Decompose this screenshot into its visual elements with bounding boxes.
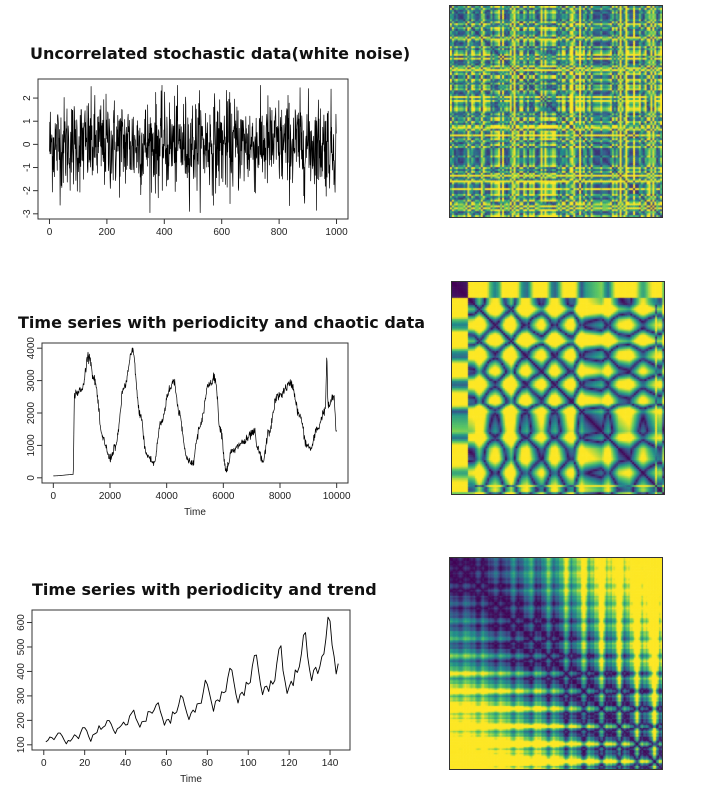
y-tick-label: 100: [16, 736, 27, 753]
x-tick-label: 1000: [325, 227, 348, 238]
plot-frame: [31, 609, 351, 751]
x-tick-label: 0: [47, 227, 53, 238]
y-tick-label: -2: [22, 186, 33, 195]
y-tick-label: 2000: [26, 401, 37, 424]
y-tick-label: -1: [22, 163, 33, 172]
recurrence-plot-white-noise: [449, 5, 663, 218]
plot-frame: [41, 342, 349, 484]
x-tick-label: 8000: [269, 491, 292, 502]
y-tick-label: 4000: [26, 337, 37, 360]
y-tick-label: 600: [16, 614, 27, 631]
x-tick-label: 10000: [323, 491, 351, 502]
x-tick-label: 120: [281, 758, 298, 769]
y-tick-label: 400: [16, 663, 27, 680]
x-tick-label: 40: [120, 758, 132, 769]
y-tick-label: 200: [16, 712, 27, 729]
x-tick-label: 100: [240, 758, 257, 769]
y-tick-label: 2: [22, 95, 33, 101]
x-tick-label: 2000: [99, 491, 122, 502]
y-tick-label: 300: [16, 687, 27, 704]
x-tick-label: 4000: [156, 491, 179, 502]
y-tick-label: 0: [26, 475, 37, 481]
y-tick-label: -3: [22, 209, 33, 218]
series-line: [45, 616, 339, 745]
plot-frame: [37, 78, 349, 220]
x-axis-label: Time: [180, 774, 202, 785]
y-tick-label: 1: [22, 118, 33, 124]
y-tick-label: 500: [16, 638, 27, 655]
chart-title-periodic-chaotic: Time series with periodicity and chaotic…: [18, 313, 426, 332]
y-tick-label: 1000: [26, 434, 37, 457]
x-tick-label: 800: [271, 227, 288, 238]
series-line: [53, 347, 337, 477]
y-tick-label: 3000: [26, 369, 37, 392]
x-tick-label: 200: [99, 227, 116, 238]
x-tick-label: 600: [213, 227, 230, 238]
chart-title-white-noise: Uncorrelated stochastic data(white noise…: [30, 44, 411, 63]
x-tick-label: 400: [156, 227, 173, 238]
line-chart-2: 0 20 40 60 80 100 120 140 100 200 300 400 500 600 Time: [16, 609, 351, 785]
line-chart-0: 0 200 400 600 800 1000 -3 -2 -1 0 1 2: [22, 78, 349, 238]
recurrence-plot-periodic-trend: [449, 557, 663, 770]
y-tick-label: 0: [22, 141, 33, 147]
recurrence-plot-periodic-chaotic: [451, 281, 665, 495]
x-tick-label: 0: [51, 491, 57, 502]
x-tick-label: 80: [202, 758, 214, 769]
x-tick-label: 6000: [212, 491, 235, 502]
x-axis-label: Time: [184, 507, 206, 518]
x-tick-label: 140: [322, 758, 339, 769]
x-tick-label: 0: [41, 758, 47, 769]
line-chart-1: 0 2000 4000 6000 8000 10000 0 1000 2000 3000 4000 T…: [26, 337, 351, 518]
x-tick-label: 20: [79, 758, 91, 769]
x-tick-label: 60: [161, 758, 173, 769]
chart-title-periodic-trend: Time series with periodicity and trend: [32, 580, 377, 599]
series-line: [49, 84, 337, 214]
